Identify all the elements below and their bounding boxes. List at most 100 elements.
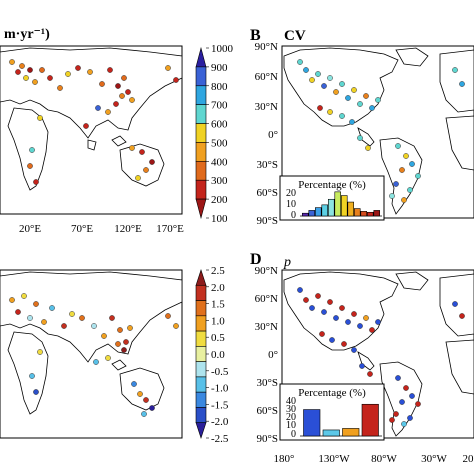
site-marker — [333, 89, 339, 95]
site-marker — [27, 163, 33, 169]
colorbar-tick-label: 1.0 — [211, 315, 225, 327]
panel-b-letter: B — [250, 27, 261, 44]
site-marker — [75, 65, 81, 71]
site-marker — [95, 105, 101, 111]
site-marker — [359, 363, 365, 369]
site-marker — [357, 101, 363, 107]
site-marker — [137, 391, 143, 397]
panel-d-y-tick: 30°S — [256, 377, 278, 389]
site-marker — [415, 173, 421, 179]
inset-bar — [366, 211, 374, 217]
site-marker — [333, 315, 339, 321]
colorbar-tick-label: 1.5 — [211, 299, 225, 311]
site-marker — [319, 331, 325, 337]
panel-a: m·yr⁻¹) 20°E 70°E 120°E 170°E 1000 900 800… — [0, 27, 234, 235]
site-marker — [173, 77, 179, 83]
site-marker — [39, 67, 45, 73]
site-marker — [351, 347, 357, 353]
colorbar-swatch — [195, 161, 207, 181]
panel-d-inset-title: Percentage (%) — [298, 387, 366, 399]
site-marker — [399, 399, 405, 405]
panel-d-y-tick: 60°N — [255, 293, 278, 305]
colorbar-tick-label: 1000 — [211, 43, 234, 55]
panel-d-inset-y-tick: 20 — [286, 412, 296, 423]
site-marker — [315, 293, 321, 299]
panel-d-inset-y-tick: 30 — [286, 404, 296, 415]
site-marker — [79, 315, 85, 321]
site-marker — [29, 147, 35, 153]
panel-a-x-axis: 20°E 70°E 120°E 170°E — [19, 223, 184, 235]
panel-d-y-tick: 60°S — [256, 405, 278, 417]
colorbar-tick-label: -2.0 — [211, 416, 229, 428]
site-marker — [47, 75, 53, 81]
site-marker — [395, 143, 401, 149]
site-marker — [345, 95, 351, 101]
site-marker — [69, 311, 75, 317]
colorbar-swatch — [195, 330, 207, 347]
colorbar-cap-bottom — [195, 198, 207, 220]
panel-d-inset: Percentage (%) 40 30 20 10 0 — [279, 383, 385, 441]
site-marker — [393, 181, 399, 187]
site-marker — [101, 333, 107, 339]
colorbar-swatch — [195, 361, 207, 378]
panel-b-sites — [297, 59, 465, 203]
site-marker — [357, 323, 363, 329]
colorbar-tick-label: 200 — [211, 194, 228, 206]
site-marker — [349, 119, 355, 125]
panel-a-colorbar: 1000 900 800 700 600 500 400 300 200 100 — [195, 43, 234, 225]
colorbar-swatch — [195, 376, 207, 393]
inset-bar — [314, 207, 322, 217]
site-marker — [303, 297, 309, 303]
colorbar-tick-label: 600 — [211, 119, 228, 131]
site-marker — [317, 105, 323, 111]
site-marker — [309, 305, 315, 311]
site-marker — [399, 167, 405, 173]
colorbar-tick-label: 700 — [211, 100, 228, 112]
panel-b-y-tick: 90°N — [255, 41, 278, 53]
site-marker — [321, 309, 327, 315]
panel-b-y-tick: 0° — [268, 129, 278, 141]
colorbar-tick-label: 300 — [211, 175, 228, 187]
site-marker — [395, 375, 401, 381]
site-marker — [459, 81, 465, 87]
panel-d: D p 90°N 60°N 30°N 0° 30°S 60°S 90°S 180… — [250, 251, 474, 465]
site-marker — [401, 421, 407, 427]
colorbar-tick-label: 0.0 — [211, 349, 225, 361]
panel-c-colorbar: 2.5 2.0 1.5 1.0 0.5 0.0 -0.5 -1.0 -1.5 -2.0 -2.5 — [195, 265, 229, 445]
site-marker — [141, 411, 147, 417]
site-marker — [327, 75, 333, 81]
panel-a-units-title: m·yr⁻¹) — [4, 27, 50, 42]
site-marker — [33, 179, 39, 185]
site-marker — [91, 323, 97, 329]
site-marker — [389, 193, 395, 199]
site-marker — [107, 67, 113, 73]
site-marker — [459, 313, 465, 319]
site-marker — [27, 67, 33, 73]
inset-bar — [342, 428, 360, 437]
site-marker — [131, 381, 137, 387]
panel-a-x-tick: 170°E — [156, 223, 184, 235]
site-marker — [393, 411, 399, 417]
site-marker — [403, 153, 409, 159]
panel-a-sites — [9, 59, 179, 185]
site-marker — [409, 161, 415, 167]
site-marker — [165, 313, 171, 319]
site-marker — [339, 113, 345, 119]
site-marker — [115, 83, 121, 89]
inset-bar — [353, 208, 361, 217]
site-marker — [173, 323, 179, 329]
site-marker — [27, 315, 33, 321]
colorbar-swatch — [195, 300, 207, 317]
panel-c-sites — [9, 293, 179, 417]
site-marker — [129, 97, 135, 103]
site-marker — [327, 109, 333, 115]
panel-d-x-tick: 30°W — [421, 453, 447, 465]
site-marker — [315, 71, 321, 77]
panel-d-x-axis: 180° 130°W 80°W 30°W 20 — [274, 453, 474, 465]
colorbar-swatch — [195, 66, 207, 87]
site-marker — [351, 87, 357, 93]
site-marker — [117, 327, 123, 333]
site-marker — [135, 175, 141, 181]
panel-d-inset-y-tick: 0 — [291, 429, 296, 440]
